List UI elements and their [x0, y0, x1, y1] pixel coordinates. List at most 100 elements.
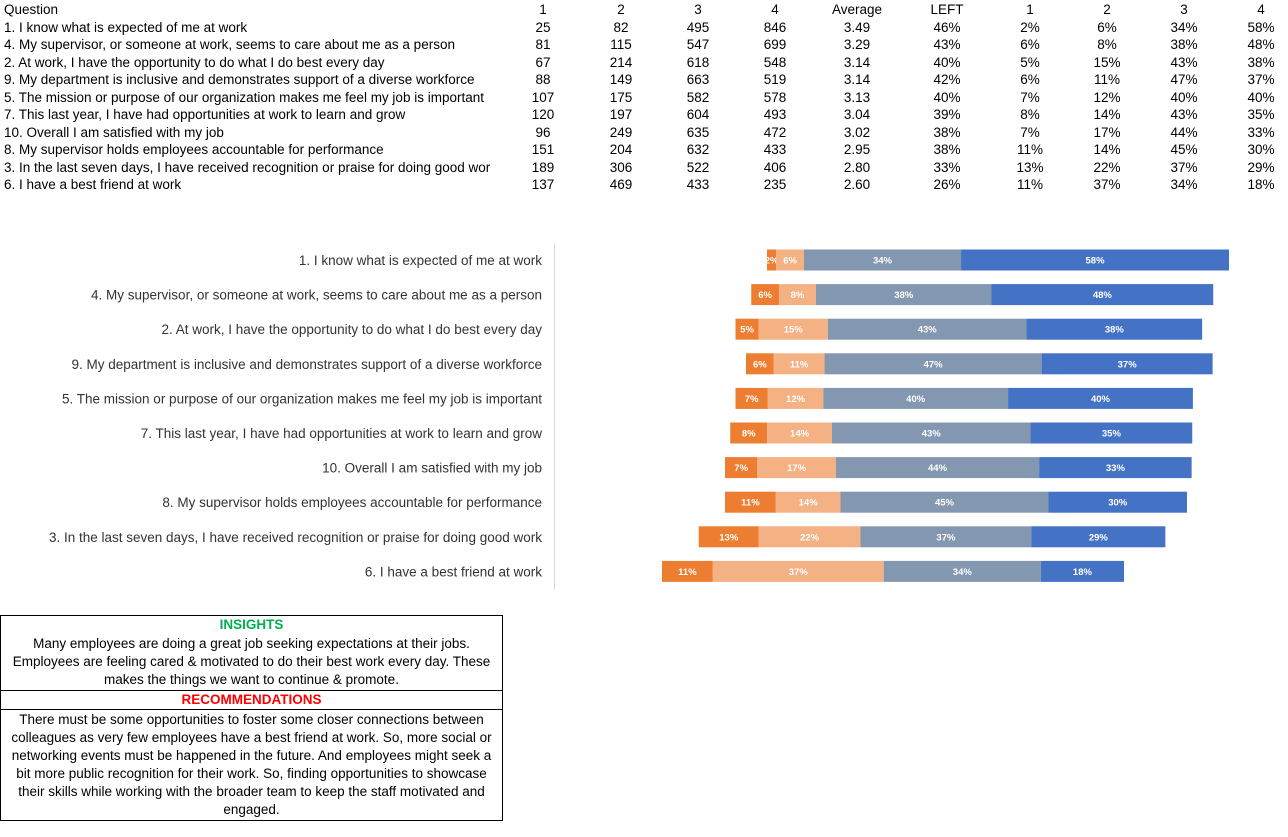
- value-cell: 249: [609, 124, 633, 140]
- table-row: 8. My supervisor holds employees account…: [0, 141, 1288, 158]
- question-cell: 10. Overall I am satisfied with my job: [4, 124, 224, 140]
- value-cell: 25: [535, 19, 551, 35]
- value-cell: 17%: [1093, 124, 1121, 140]
- insights-box: INSIGHTS Many employees are doing a grea…: [0, 615, 503, 821]
- value-cell: 632: [686, 142, 710, 157]
- bar-data-label: 7%: [734, 463, 748, 474]
- value-cell: 582: [686, 89, 710, 105]
- bar-segment: [1026, 318, 1203, 340]
- insights-line: Employees are feeling cared & motivated …: [12, 654, 491, 669]
- column-header: LEFT: [930, 2, 964, 17]
- bar-data-label: 6%: [753, 359, 767, 370]
- bar-data-label: 38%: [894, 290, 914, 301]
- bar-data-label: 37%: [1118, 359, 1138, 370]
- insights-title: INSIGHTS: [219, 617, 284, 632]
- bar-data-label: 8%: [791, 290, 805, 301]
- value-cell: 578: [763, 89, 787, 105]
- value-cell: 33%: [933, 159, 961, 175]
- category-label: 7. This last year, I have had opportunit…: [141, 426, 542, 441]
- column-header: 3: [1180, 2, 1188, 17]
- bar-segment: [835, 457, 1040, 479]
- bar-segment: [1030, 422, 1193, 444]
- value-cell: 33%: [1247, 124, 1275, 140]
- value-cell: 37%: [1247, 72, 1275, 87]
- value-cell: 88: [535, 72, 551, 87]
- bar-segment: [757, 457, 836, 479]
- value-cell: 29%: [1247, 159, 1275, 175]
- question-cell: 8. My supervisor holds employees account…: [4, 142, 384, 157]
- bar-data-label: 47%: [924, 359, 944, 370]
- value-cell: 38%: [933, 124, 961, 140]
- bar-segment: [725, 491, 776, 513]
- insights-text: Many employees are doing a great job see…: [1, 634, 502, 690]
- value-cell: 40%: [933, 54, 961, 70]
- bar-data-label: 6%: [783, 256, 797, 267]
- value-cell: 175: [609, 89, 633, 105]
- question-cell: 1. I know what is expected of me at work: [4, 19, 248, 35]
- bar-data-label: 14%: [799, 498, 819, 509]
- bar-segment: [860, 526, 1032, 548]
- value-cell: 2.60: [843, 177, 871, 192]
- bar-data-label: 5%: [740, 325, 754, 336]
- value-cell: 469: [609, 177, 633, 192]
- value-cell: 6%: [1020, 37, 1040, 52]
- bar-data-label: 37%: [789, 567, 809, 578]
- recommendations-line: There must be some opportunities to fost…: [19, 712, 484, 727]
- table-row: 6. I have a best friend at work 137 469 433…: [0, 176, 1288, 193]
- value-cell: 96: [535, 124, 551, 140]
- category-label: 9. My department is inclusive and demons…: [72, 357, 542, 372]
- divider: [1, 709, 502, 710]
- value-cell: 3.14: [843, 54, 871, 70]
- value-cell: 44%: [1170, 124, 1198, 140]
- value-cell: 40%: [933, 89, 961, 105]
- column-header: 1: [1026, 2, 1034, 17]
- column-header: 2: [1103, 2, 1111, 17]
- value-cell: 3.29: [843, 37, 871, 52]
- value-cell: 635: [686, 124, 710, 140]
- value-cell: 46%: [933, 19, 961, 35]
- table-row: 2. At work, I have the opportunity to do…: [0, 54, 1288, 71]
- value-cell: 35%: [1247, 107, 1275, 122]
- bar-segment: [773, 353, 825, 375]
- question-cell: 2. At work, I have the opportunity to do…: [4, 54, 385, 70]
- table-row: 4. My supervisor, or someone at work, se…: [0, 36, 1288, 53]
- value-cell: 40%: [1247, 89, 1275, 105]
- column-header: Question: [4, 2, 59, 17]
- bar-segment: [1039, 457, 1192, 479]
- value-cell: 14%: [1093, 142, 1121, 157]
- bar-data-label: 35%: [1102, 429, 1122, 440]
- bar-data-label: 37%: [936, 532, 956, 543]
- bar-data-label: 11%: [790, 359, 809, 370]
- value-cell: 11%: [1093, 72, 1121, 87]
- table-row: 5. The mission or purpose of our organiz…: [0, 89, 1288, 106]
- value-cell: 11%: [1016, 142, 1044, 157]
- bar-segment: [1031, 526, 1166, 548]
- bar-segment: [775, 491, 841, 513]
- bar-segment: [735, 318, 759, 340]
- insights-line: makes the things we want to continue & p…: [104, 672, 399, 687]
- value-cell: 6%: [1097, 19, 1117, 35]
- value-cell: 43%: [1170, 107, 1198, 122]
- bar-data-label: 45%: [935, 498, 955, 509]
- value-cell: 120: [531, 107, 555, 122]
- value-cell: 34%: [1170, 19, 1198, 35]
- value-cell: 149: [609, 72, 633, 87]
- insights-line: Many employees are doing a great job see…: [33, 636, 470, 651]
- value-cell: 522: [686, 159, 710, 175]
- value-cell: 58%: [1247, 19, 1275, 35]
- question-cell: 6. I have a best friend at work: [4, 177, 182, 192]
- table-row: 9. My department is inclusive and demons…: [0, 71, 1288, 88]
- value-cell: 107: [531, 89, 555, 105]
- value-cell: 38%: [933, 142, 961, 157]
- value-cell: 3.49: [843, 19, 871, 35]
- bar-data-label: 12%: [786, 394, 806, 405]
- bar-segment: [746, 353, 774, 375]
- diverging-stacked-bar-chart: 1. I know what is expected of me at work…: [49, 243, 1229, 590]
- value-cell: 846: [763, 19, 787, 35]
- value-cell: 433: [686, 177, 710, 192]
- value-cell: 30%: [1247, 142, 1275, 157]
- value-cell: 81: [535, 37, 551, 52]
- question-cell: 7. This last year, I have had opportunit…: [4, 107, 406, 122]
- value-cell: 2.80: [843, 159, 871, 175]
- recommendations-text: There must be some opportunities to fost…: [1, 710, 502, 819]
